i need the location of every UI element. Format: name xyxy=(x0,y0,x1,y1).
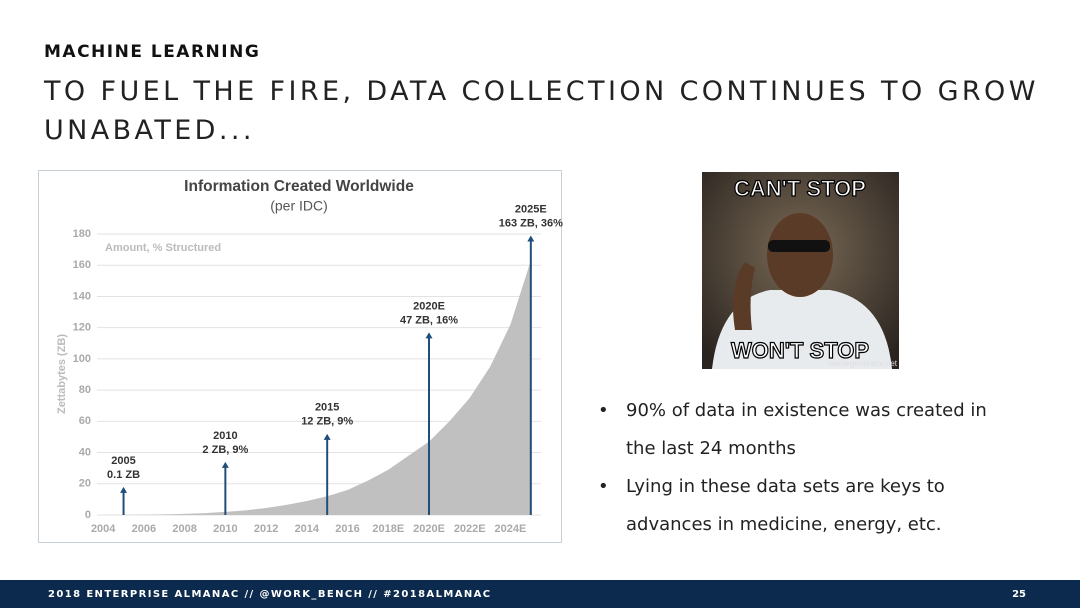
x-tick-label: 2024E xyxy=(495,523,527,535)
x-tick-label: 2018E xyxy=(372,523,404,535)
x-tick-label: 2010 xyxy=(213,523,237,535)
title-line: TO FUEL THE FIRE, DATA COLLECTION CONTIN… xyxy=(44,76,1039,107)
annotation-label: 0.1 ZB xyxy=(107,469,140,481)
footer-text: 2018 ENTERPRISE ALMANAC // @WORK_BENCH /… xyxy=(48,589,492,600)
chart-title: Information Created Worldwide xyxy=(184,178,414,195)
meme-arm xyxy=(732,262,755,330)
arrow-head xyxy=(527,235,535,242)
y-tick-label: 20 xyxy=(79,478,91,490)
y-tick-label: 140 xyxy=(73,290,91,302)
title-line: UNABATED... xyxy=(44,115,255,146)
arrow-head xyxy=(120,486,128,493)
y-axis-label: Zettabytes (ZB) xyxy=(56,334,68,414)
page-number: 25 xyxy=(1012,589,1026,600)
area xyxy=(103,260,531,515)
x-tick-label: 2020E xyxy=(413,523,445,535)
footer-bar xyxy=(0,580,1080,608)
bullet: Lying in these data sets are keys to adv… xyxy=(598,468,998,544)
arrow-head xyxy=(221,461,229,468)
x-tick-label: 2014 xyxy=(295,523,320,535)
x-tick-label: 2006 xyxy=(132,523,156,535)
annotation-label: 2020E xyxy=(413,300,445,312)
chart-subtitle: (per IDC) xyxy=(270,198,328,214)
meme-image: CAN'T STOP WON'T STOP memegenerator.net xyxy=(702,172,899,369)
arrow-head xyxy=(323,433,331,440)
annotation-label: 2 ZB, 9% xyxy=(202,444,248,456)
arrow-head xyxy=(425,332,433,339)
meme-bottom-text: WON'T STOP xyxy=(731,338,869,363)
bullet-list: 90% of data in existence was created in … xyxy=(598,392,998,544)
meme-top-text: CAN'T STOP xyxy=(734,176,866,201)
annotation-label: 163 ZB, 36% xyxy=(499,217,563,229)
x-tick-label: 2004 xyxy=(91,523,116,535)
annotation-label: 2010 xyxy=(213,430,237,442)
y-tick-label: 0 xyxy=(85,509,91,521)
x-tick-label: 2012 xyxy=(254,523,278,535)
annotation-label: 12 ZB, 9% xyxy=(301,416,353,428)
slide-title: TO FUEL THE FIRE, DATA COLLECTION CONTIN… xyxy=(44,72,1039,150)
plot: 0 20 40 60 80 100 120 140 160 180 2004 2006 2008 2010… xyxy=(73,203,563,534)
annotation-label: 2025E xyxy=(515,203,547,215)
x-tick-label: 2022E xyxy=(454,523,486,535)
y-tick-label: 160 xyxy=(73,259,91,271)
bullet: 90% of data in existence was created in … xyxy=(598,392,998,468)
kicker: MACHINE LEARNING xyxy=(44,42,261,62)
y-tick-label: 180 xyxy=(73,228,91,240)
annotation-label: 2005 xyxy=(111,455,135,467)
meme-face xyxy=(767,213,833,297)
y-tick-label: 100 xyxy=(73,353,91,365)
x-tick-label: 2008 xyxy=(172,523,196,535)
y-tick-label: 120 xyxy=(73,322,91,334)
y-tick-label: 40 xyxy=(79,446,91,458)
meme-jacket xyxy=(712,290,892,369)
x-tick-label: 2016 xyxy=(335,523,359,535)
y-tick-label: 60 xyxy=(79,415,91,427)
annotation-label: 47 ZB, 16% xyxy=(400,314,458,326)
y-tick-label: 80 xyxy=(79,384,91,396)
chart-note: Amount, % Structured xyxy=(105,242,221,254)
annotation-label: 2015 xyxy=(315,402,339,414)
meme-watermark: memegenerator.net xyxy=(828,359,898,368)
meme-glasses xyxy=(768,240,830,252)
